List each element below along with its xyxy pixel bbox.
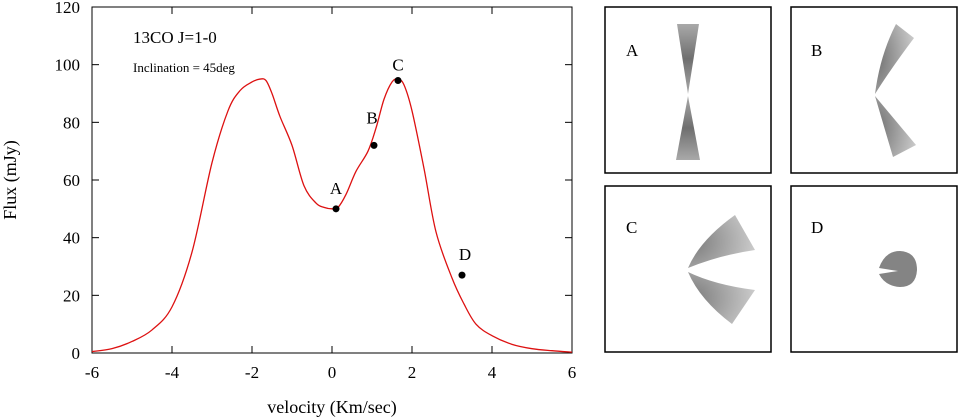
panel-c-label: C	[626, 218, 637, 237]
y-tick-label: 60	[63, 171, 80, 190]
x-tick-label: -4	[165, 363, 180, 382]
series-line	[91, 78, 573, 353]
panel-d-label: D	[811, 218, 823, 237]
x-axis-title: velocity (Km/sec)	[267, 397, 396, 417]
y-tick-label: 0	[72, 344, 81, 363]
line-layer	[91, 78, 573, 353]
x-tick-label: -6	[85, 363, 99, 382]
y-tick-label: 20	[63, 286, 80, 305]
panel-d-image	[879, 251, 917, 287]
annotation-title: 13CO J=1-0	[133, 28, 217, 47]
data-point-c	[394, 77, 402, 85]
panel-a-label: A	[626, 41, 639, 60]
point-label-b: B	[366, 108, 377, 127]
y-axis-title: Flux (mJy)	[0, 140, 21, 220]
y-tick-label: 80	[63, 113, 80, 132]
data-point-b	[370, 141, 378, 149]
x-tick-label: 4	[488, 363, 497, 382]
x-tick-label: 6	[568, 363, 577, 382]
x-tick-label: 2	[408, 363, 417, 382]
panel-a-image	[676, 24, 700, 160]
panel-d: D	[790, 185, 958, 353]
point-label-c: C	[392, 56, 403, 75]
data-point-a	[332, 205, 340, 213]
panel-c-image	[688, 215, 755, 324]
points-layer: A B C D	[330, 56, 471, 279]
y-tick-label: 40	[63, 229, 80, 248]
x-tick-label: -2	[245, 363, 259, 382]
x-tick-label: 0	[328, 363, 337, 382]
data-point-d	[458, 271, 466, 279]
annotation-inclination: Inclination = 45deg	[133, 60, 235, 75]
panel-b-label: B	[811, 41, 822, 60]
y-tick-label: 100	[55, 56, 81, 75]
panel-a: A	[604, 6, 772, 174]
y-tick-label: 120	[55, 0, 81, 17]
panel-b: B	[790, 6, 958, 174]
point-label-d: D	[459, 245, 471, 264]
panel-b-image	[875, 24, 916, 157]
panel-c: C	[604, 185, 772, 353]
point-label-a: A	[330, 179, 343, 198]
